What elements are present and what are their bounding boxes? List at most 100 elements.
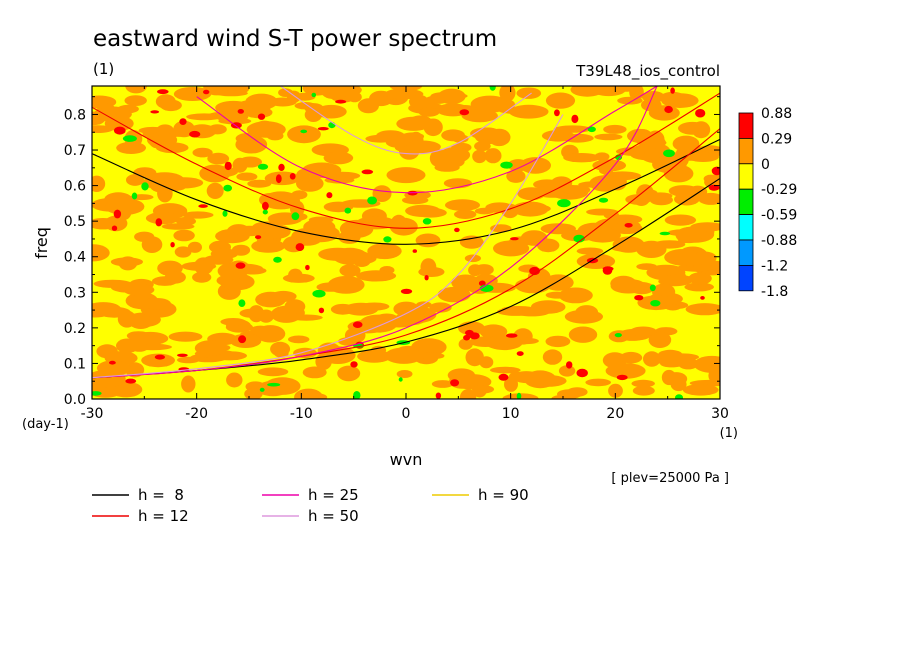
- field-blob: [459, 235, 484, 249]
- field-blob: [194, 340, 227, 356]
- field-blob: [703, 174, 719, 183]
- field-blob: [187, 241, 202, 253]
- field-blob: [437, 88, 466, 105]
- field-blob: [542, 349, 563, 365]
- field-blob: [396, 370, 413, 378]
- field-blob: [142, 298, 171, 310]
- field-high-patch: [478, 280, 486, 287]
- field-blob: [517, 187, 546, 201]
- field-high-patch: [157, 89, 169, 95]
- field-low-patch: [222, 210, 228, 217]
- field-blob: [104, 198, 145, 216]
- x-tick-label: 10: [502, 406, 520, 422]
- field-blob: [335, 86, 352, 98]
- x-tick-label: -10: [290, 406, 313, 422]
- field-blob: [605, 363, 646, 379]
- field-blob: [493, 240, 530, 257]
- field-blob: [643, 351, 661, 367]
- field-high-patch: [435, 392, 442, 399]
- field-blob: [524, 308, 545, 316]
- field-high-patch: [326, 192, 333, 199]
- field-blob: [646, 130, 665, 149]
- field-high-patch: [463, 334, 471, 341]
- colorbar-swatch: [738, 112, 754, 139]
- field-blob: [599, 166, 614, 175]
- field-blob: [257, 367, 289, 377]
- field-blob: [132, 331, 169, 346]
- legend-label-h50: h = 50: [308, 507, 359, 525]
- field-low-patch: [311, 92, 317, 98]
- colorbar-label: 0: [761, 157, 770, 173]
- field-blob: [236, 172, 258, 181]
- field-high-patch: [155, 218, 163, 227]
- field-high-patch: [317, 127, 329, 131]
- field-blob: [672, 135, 700, 152]
- field-blob: [474, 141, 491, 152]
- field-blob: [584, 228, 621, 243]
- field-high-patch: [469, 332, 480, 340]
- field-low-patch: [598, 197, 609, 203]
- field-high-patch: [400, 288, 413, 294]
- field-blob: [294, 388, 323, 399]
- field-high-patch: [566, 361, 573, 369]
- legend-label-h12: h = 12: [138, 507, 189, 525]
- field-blob: [665, 304, 681, 311]
- field-low-patch: [257, 163, 269, 170]
- colorbar-label: 0.88: [761, 106, 792, 122]
- field-low-patch: [259, 387, 265, 392]
- field-high-patch: [505, 333, 518, 338]
- field-blob: [431, 380, 454, 388]
- y-tick-label: 0.4: [64, 250, 86, 266]
- field-high-patch: [125, 378, 137, 384]
- field-blob: [653, 240, 686, 249]
- field-high-patch: [454, 227, 460, 233]
- field-blob: [461, 109, 498, 123]
- field-blob: [551, 394, 576, 399]
- field-high-patch: [634, 295, 644, 301]
- field-blob: [396, 116, 431, 131]
- field-blob: [470, 95, 510, 113]
- field-low-patch: [663, 149, 675, 158]
- colorbar-swatch: [738, 137, 754, 165]
- y-tick-label: 0.1: [64, 356, 86, 372]
- field-blob: [418, 107, 440, 117]
- field-blob: [93, 279, 132, 288]
- field-blob: [238, 156, 262, 168]
- field-blob: [519, 157, 551, 174]
- field-blob: [250, 325, 271, 335]
- field-low-patch: [328, 122, 336, 129]
- field-blob: [125, 86, 147, 94]
- field-blob: [629, 86, 644, 101]
- field-low-patch: [344, 207, 352, 214]
- legend-label-h90: h = 90: [478, 486, 529, 504]
- field-low-patch: [649, 284, 656, 292]
- field-blob: [339, 264, 361, 277]
- field-blob: [409, 94, 429, 109]
- field-blob: [384, 347, 423, 364]
- field-blob: [504, 376, 518, 392]
- field-blob: [612, 236, 645, 253]
- field-blob: [123, 284, 155, 296]
- experiment-label: T39L48_ios_control: [575, 62, 720, 81]
- field-high-patch: [189, 130, 201, 138]
- field-high-patch: [510, 237, 519, 241]
- field-blob: [464, 254, 481, 263]
- field-blob: [561, 133, 594, 143]
- field-high-patch: [352, 321, 363, 329]
- y-tick-label: 0.5: [64, 214, 86, 230]
- colorbar-label: -0.29: [761, 182, 797, 198]
- field-blob: [589, 175, 621, 192]
- field-blob: [568, 326, 598, 343]
- field-blob: [418, 266, 445, 277]
- field-blob: [220, 318, 246, 326]
- colorbar-swatch: [738, 163, 754, 190]
- y-tick-label: 0.2: [64, 321, 86, 337]
- field-blob: [576, 247, 604, 255]
- curve-h50-lower: [92, 114, 564, 379]
- curve-h12-upper: [92, 92, 720, 229]
- curve-h25-upper: [196, 86, 658, 194]
- field-blob: [524, 204, 551, 213]
- y-tick-label: 0.6: [64, 179, 86, 195]
- field-high-patch: [412, 249, 417, 253]
